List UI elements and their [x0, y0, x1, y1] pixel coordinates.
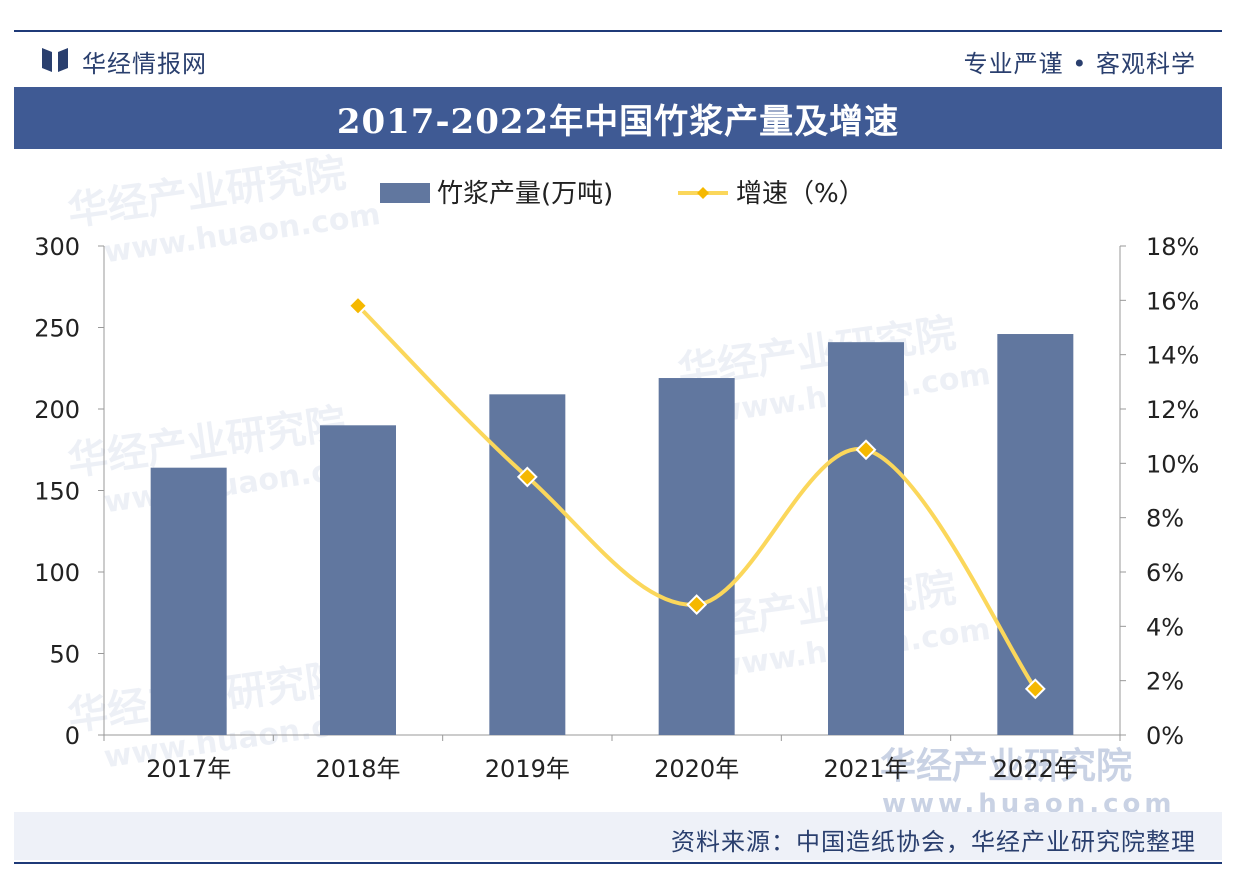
watermark-text: 华经产业研究院 — [880, 746, 1132, 787]
y-right-tick-label: 0% — [1146, 722, 1184, 750]
x-tick-label: 2017年 — [146, 755, 231, 783]
top-rule — [14, 30, 1222, 32]
chart-title: 2017-2022年中国竹浆产量及增速 — [336, 101, 900, 142]
line-series — [347, 295, 1046, 700]
logo-icon — [42, 48, 68, 72]
y-right-tick-label: 6% — [1146, 559, 1184, 587]
brand-name: 华经情报网 — [82, 50, 207, 78]
growth-point-2020年 — [686, 594, 708, 616]
growth-point-2021年 — [855, 439, 877, 461]
y-right-tick-label: 12% — [1146, 396, 1199, 424]
bar-2020年 — [658, 378, 735, 735]
y-left-tick-label: 200 — [34, 396, 80, 424]
x-tick-label: 2018年 — [315, 755, 400, 783]
axes: 0 50 100 150 200 250 300 0% 2% 4% 6% 8% 10% 12% 14% 16%… — [34, 233, 1199, 750]
y-left-tick-label: 0 — [65, 722, 80, 750]
slogan: 专业严谨 • 客观科学 — [963, 50, 1196, 78]
legend-bar-swatch — [380, 183, 430, 203]
bar-2017年 — [150, 467, 227, 735]
y-right-tick-label: 14% — [1146, 342, 1199, 370]
legend-label-growth: 增速（%） — [736, 179, 865, 209]
y-left-tick-label: 50 — [49, 641, 80, 669]
y-right-tick-label: 18% — [1146, 233, 1199, 261]
y-left-tick-label: 100 — [34, 559, 80, 587]
bar-2019年 — [489, 394, 566, 735]
bar-2021年 — [828, 342, 904, 735]
x-tick-label: 2021年 — [823, 755, 908, 783]
x-tick-label: 2019年 — [485, 755, 570, 783]
y-left-tick-label: 300 — [34, 233, 80, 261]
bar-2022年 — [997, 334, 1074, 735]
y-right-tick-label: 16% — [1146, 287, 1199, 315]
bar-2018年 — [320, 425, 396, 735]
source-note: 资料来源：中国造纸协会，华经产业研究院整理 — [671, 828, 1196, 856]
y-left-tick-label: 150 — [34, 478, 80, 506]
growth-point-2019年 — [516, 466, 538, 488]
x-tick-label: 2022年 — [993, 755, 1078, 783]
y-right-tick-label: 2% — [1146, 668, 1184, 696]
bottom-rule — [14, 862, 1222, 864]
x-axis-labels: 2017年 2018年 2019年 2020年 2021年 2022年 — [146, 755, 1078, 783]
growth-point-2018年 — [347, 295, 369, 317]
title-bar: 2017-2022年中国竹浆产量及增速 — [14, 87, 1222, 149]
growth-point-2022年 — [1024, 678, 1046, 700]
y-right-tick-label: 8% — [1146, 505, 1184, 533]
legend-label-production: 竹浆产量(万吨) — [437, 179, 613, 209]
legend-marker — [697, 187, 709, 199]
x-tick-label: 2020年 — [654, 755, 739, 783]
legend: 竹浆产量(万吨) 增速（%） — [380, 179, 865, 209]
y-right-tick-label: 4% — [1146, 613, 1184, 641]
y-left-tick-label: 250 — [34, 315, 80, 343]
bar-series — [150, 334, 1074, 735]
y-right-tick-label: 10% — [1146, 450, 1199, 478]
footer-bar — [14, 812, 1222, 860]
